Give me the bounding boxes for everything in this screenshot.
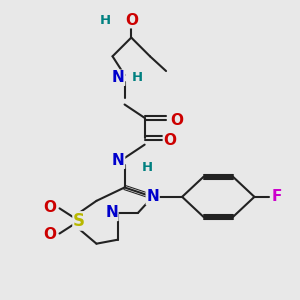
- Text: S: S: [73, 212, 85, 230]
- Text: N: N: [112, 70, 124, 85]
- Text: H: H: [131, 71, 142, 84]
- Text: O: O: [170, 113, 183, 128]
- Text: N: N: [146, 189, 159, 204]
- Text: O: O: [125, 13, 138, 28]
- Text: O: O: [43, 227, 56, 242]
- Text: H: H: [142, 161, 153, 174]
- Text: O: O: [43, 200, 56, 215]
- Text: N: N: [112, 153, 124, 168]
- Text: N: N: [105, 206, 118, 220]
- Text: F: F: [272, 189, 282, 204]
- Text: O: O: [164, 133, 176, 148]
- Text: H: H: [100, 14, 111, 27]
